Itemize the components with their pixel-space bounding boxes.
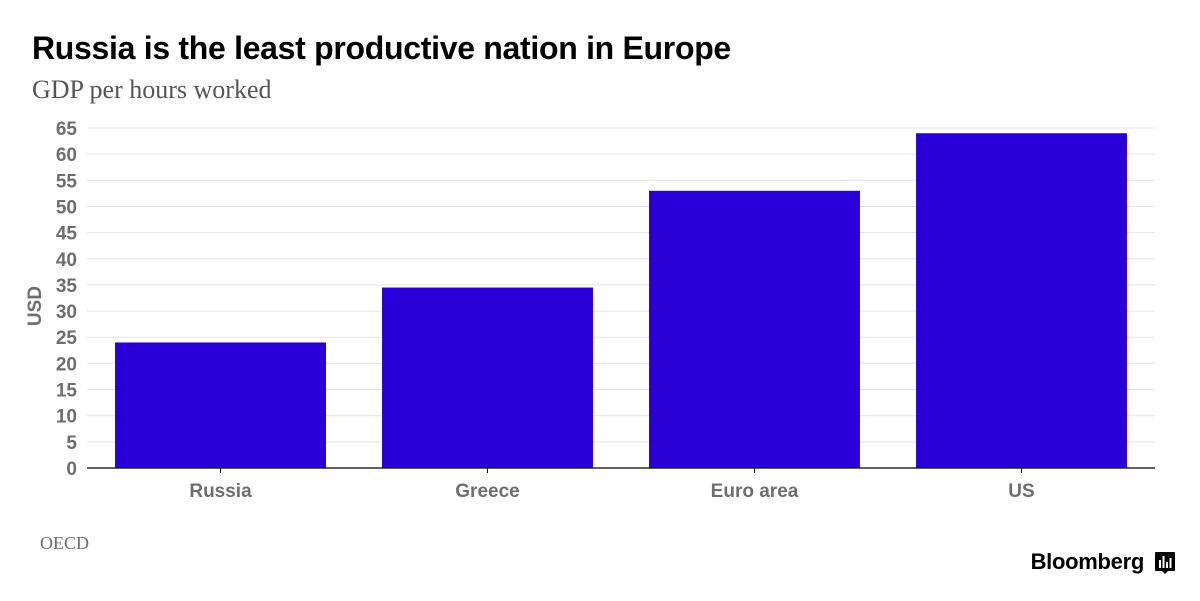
bar-greece xyxy=(382,287,593,468)
y-tick-label: 45 xyxy=(56,224,78,245)
chart-title: Russia is the least productive nation in… xyxy=(32,30,731,66)
y-tick-label: 60 xyxy=(56,145,77,166)
y-tick-label: 5 xyxy=(66,433,77,454)
bar-euro-area xyxy=(649,190,860,468)
y-tick-label: 30 xyxy=(56,302,77,323)
y-tick-label: 55 xyxy=(56,171,78,192)
y-tick-label: 25 xyxy=(56,328,78,349)
bar-us xyxy=(916,133,1127,468)
chart-subtitle: GDP per hours worked xyxy=(32,75,272,104)
y-tick-label: 35 xyxy=(56,276,78,297)
y-tick-label: 20 xyxy=(56,354,77,375)
x-tick-label: Russia xyxy=(189,481,252,502)
y-tick-label: 50 xyxy=(56,197,77,218)
source-note: OECD xyxy=(40,533,89,553)
y-tick-label: 15 xyxy=(56,381,78,402)
y-tick-label: 0 xyxy=(66,459,77,480)
y-axis-label: USD xyxy=(25,286,46,326)
x-tick-labels: Russia Greece Euro area US xyxy=(189,481,1034,502)
x-tick-label: Greece xyxy=(455,481,519,502)
axes xyxy=(87,467,1155,473)
brand-wordmark: Bloomberg xyxy=(1030,549,1145,574)
y-tick-label: 40 xyxy=(56,250,77,271)
y-tick-label: 10 xyxy=(56,407,77,428)
y-tick-label: 65 xyxy=(56,119,78,140)
x-tick-label: Euro area xyxy=(711,481,799,502)
bloomberg-logo-icon xyxy=(1155,552,1175,574)
bars xyxy=(115,133,1127,468)
y-tick-labels: 0 5 10 15 20 25 30 35 40 45 50 55 60 65 xyxy=(56,119,78,480)
bar-russia xyxy=(115,342,326,468)
x-tick-label: US xyxy=(1008,481,1034,502)
